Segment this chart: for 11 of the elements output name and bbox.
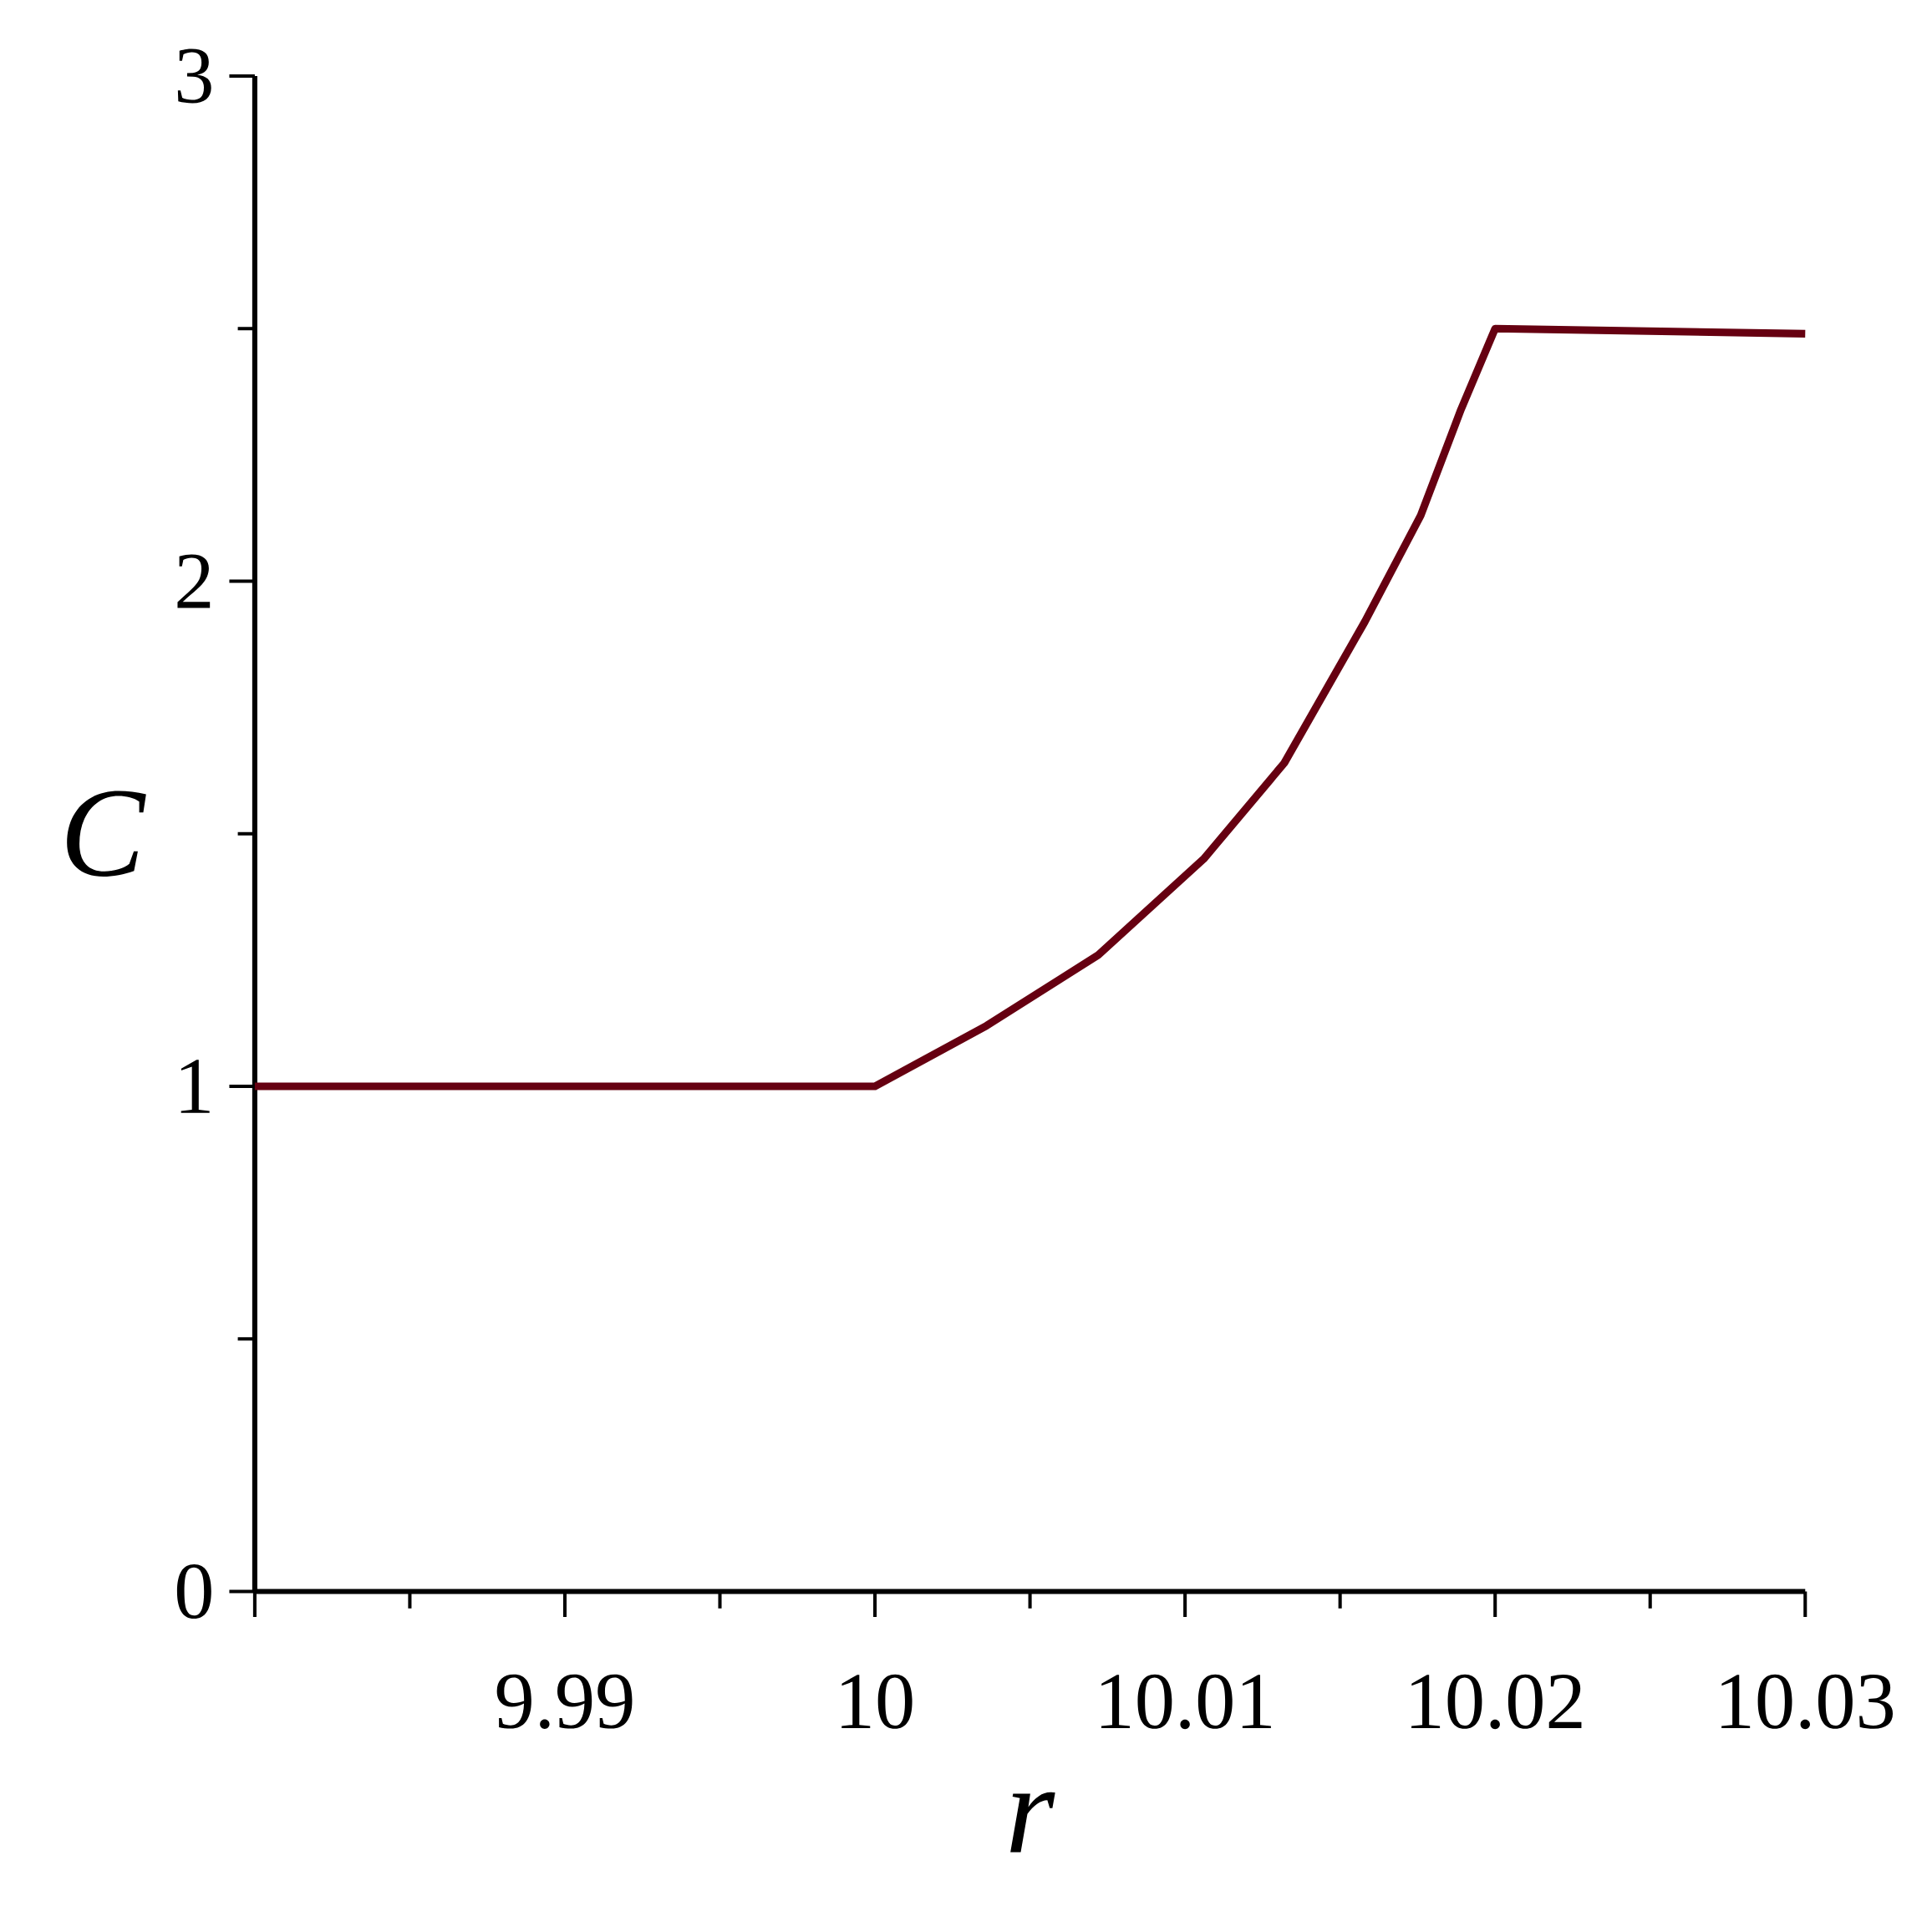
x-axis-title: r <box>1010 1792 1055 1853</box>
y-axis-title: C <box>67 791 146 877</box>
y-tick-label: 3 <box>177 48 211 104</box>
x-tick-label: 10.01 <box>1101 1674 1271 1730</box>
y-tick-label: 1 <box>180 1060 210 1113</box>
x-tick-label: 10.03 <box>1721 1674 1894 1730</box>
x-tick-label: 9.99 <box>496 1674 633 1729</box>
y-tick-label: 2 <box>177 554 211 608</box>
x-tick-label: 10.02 <box>1411 1674 1582 1730</box>
y-tick-label: 0 <box>176 1564 211 1619</box>
x-tick-label: 10 <box>841 1674 913 1729</box>
